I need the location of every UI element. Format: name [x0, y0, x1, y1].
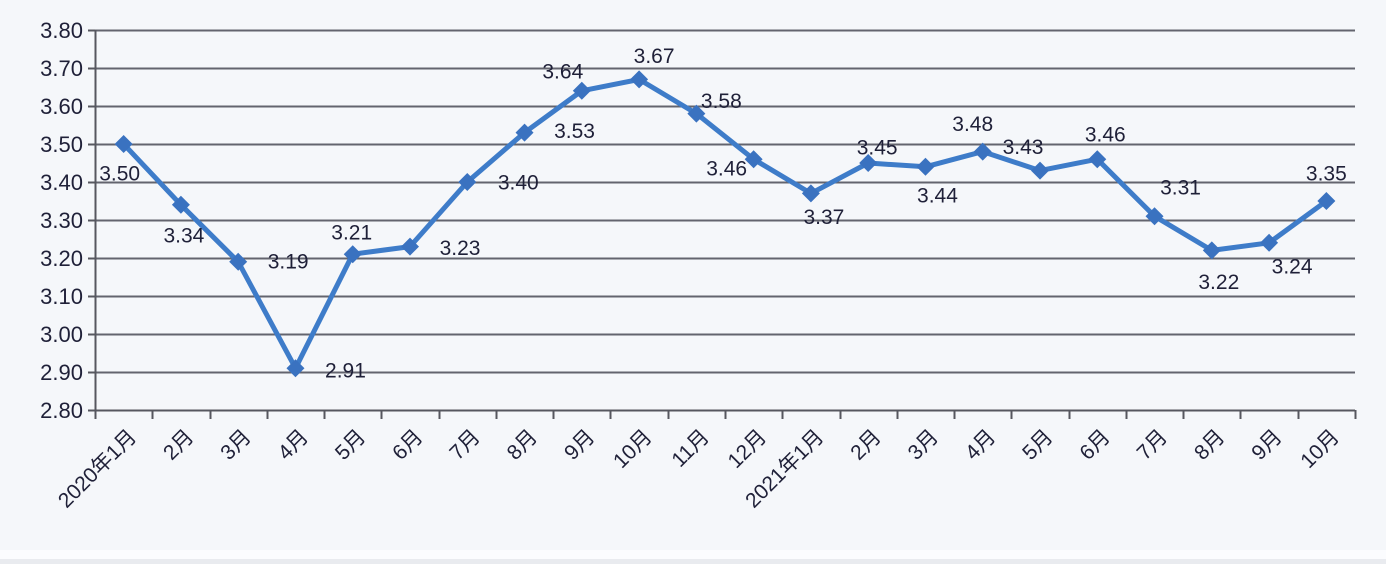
- data-point-marker: [343, 245, 362, 264]
- data-point-marker: [229, 252, 248, 271]
- data-point-marker: [687, 104, 706, 123]
- x-tick-label: 12月: [724, 425, 772, 473]
- data-label: 3.24: [1272, 255, 1313, 278]
- x-tick-label: 5月: [331, 425, 370, 464]
- y-tick-label: 3.60: [40, 94, 83, 119]
- data-label: 3.64: [542, 60, 583, 83]
- data-label: 3.45: [857, 137, 898, 160]
- x-tick-label: 6月: [388, 425, 427, 464]
- data-point-marker: [458, 173, 477, 191]
- series-line: [121, 76, 1329, 371]
- data-label: 3.50: [99, 163, 140, 186]
- data-point-marker: [801, 184, 820, 203]
- data-label: 3.21: [331, 222, 372, 245]
- data-label: 3.67: [634, 45, 675, 68]
- data-point-marker: [1317, 192, 1336, 210]
- x-tick-label: 6月: [1075, 425, 1114, 464]
- x-tick-label: 11月: [667, 425, 714, 472]
- data-label: 3.58: [701, 90, 742, 113]
- data-label: 3.31: [1160, 177, 1201, 200]
- data-point-marker: [515, 123, 534, 142]
- data-point-marker: [1031, 161, 1049, 180]
- y-tick-label: 3.50: [40, 132, 83, 157]
- x-tick-label: 2月: [846, 425, 885, 464]
- y-tick-label: 3.40: [40, 170, 83, 195]
- x-tick-label: 10月: [1296, 425, 1344, 473]
- data-label: 3.48: [952, 113, 993, 136]
- data-point-marker: [572, 81, 591, 100]
- data-label: 3.40: [498, 172, 539, 195]
- data-point-marker: [630, 70, 649, 89]
- y-tick-label: 2.90: [40, 360, 83, 385]
- data-point-marker: [1202, 241, 1221, 260]
- x-tick-label: 10月: [609, 425, 657, 473]
- data-label: 3.43: [1003, 136, 1044, 159]
- y-tick-label: 2.80: [40, 398, 83, 423]
- data-label: 2.91: [325, 360, 366, 383]
- data-label: 3.22: [1198, 271, 1239, 294]
- data-point-marker: [973, 142, 992, 161]
- data-point-marker: [1260, 233, 1279, 252]
- x-tick-label: 3月: [216, 425, 255, 464]
- data-label: 3.35: [1306, 163, 1347, 186]
- data-label: 3.23: [440, 237, 481, 260]
- x-tick-label: 8月: [1190, 425, 1229, 464]
- x-tick-label: 7月: [1133, 425, 1172, 464]
- data-point-marker: [171, 195, 190, 214]
- data-point-marker: [114, 135, 133, 153]
- data-point-marker: [1145, 207, 1164, 226]
- data-point-marker: [916, 157, 935, 176]
- y-tick-label: 3.20: [40, 246, 83, 271]
- data-point-marker: [401, 237, 419, 256]
- bottom-white-band: [0, 550, 1386, 559]
- data-point-marker: [859, 154, 878, 172]
- y-tick-label: 3.30: [40, 208, 83, 233]
- x-tick-label: 9月: [1247, 425, 1286, 464]
- y-tick-label: 3.00: [40, 322, 83, 347]
- data-label: 3.46: [706, 158, 747, 181]
- x-tick-label: 2月: [159, 425, 198, 464]
- x-tick-label: 4月: [274, 425, 313, 464]
- data-label: 3.19: [268, 250, 309, 273]
- x-tick-label: 3月: [904, 425, 943, 464]
- data-label: 3.34: [163, 224, 204, 247]
- y-tick-label: 3.10: [40, 284, 83, 309]
- data-point-marker: [744, 150, 763, 169]
- y-tick-label: 3.80: [40, 18, 83, 43]
- data-label: 3.46: [1085, 124, 1126, 147]
- y-tick-label: 3.70: [40, 56, 83, 81]
- data-label: 3.44: [917, 184, 958, 207]
- data-label: 3.53: [554, 120, 595, 143]
- x-tick-label: 8月: [503, 425, 542, 464]
- x-tick-label: 4月: [961, 425, 1000, 464]
- data-label: 3.37: [803, 206, 844, 229]
- data-point-marker: [286, 359, 305, 378]
- x-tick-label: 9月: [560, 425, 599, 464]
- x-tick-label: 7月: [445, 425, 484, 464]
- bottom-edge-strip: [0, 559, 1386, 564]
- x-tick-label: 5月: [1018, 425, 1057, 464]
- x-tick-label: 2020年1月: [54, 425, 141, 512]
- data-point-marker: [1088, 150, 1107, 169]
